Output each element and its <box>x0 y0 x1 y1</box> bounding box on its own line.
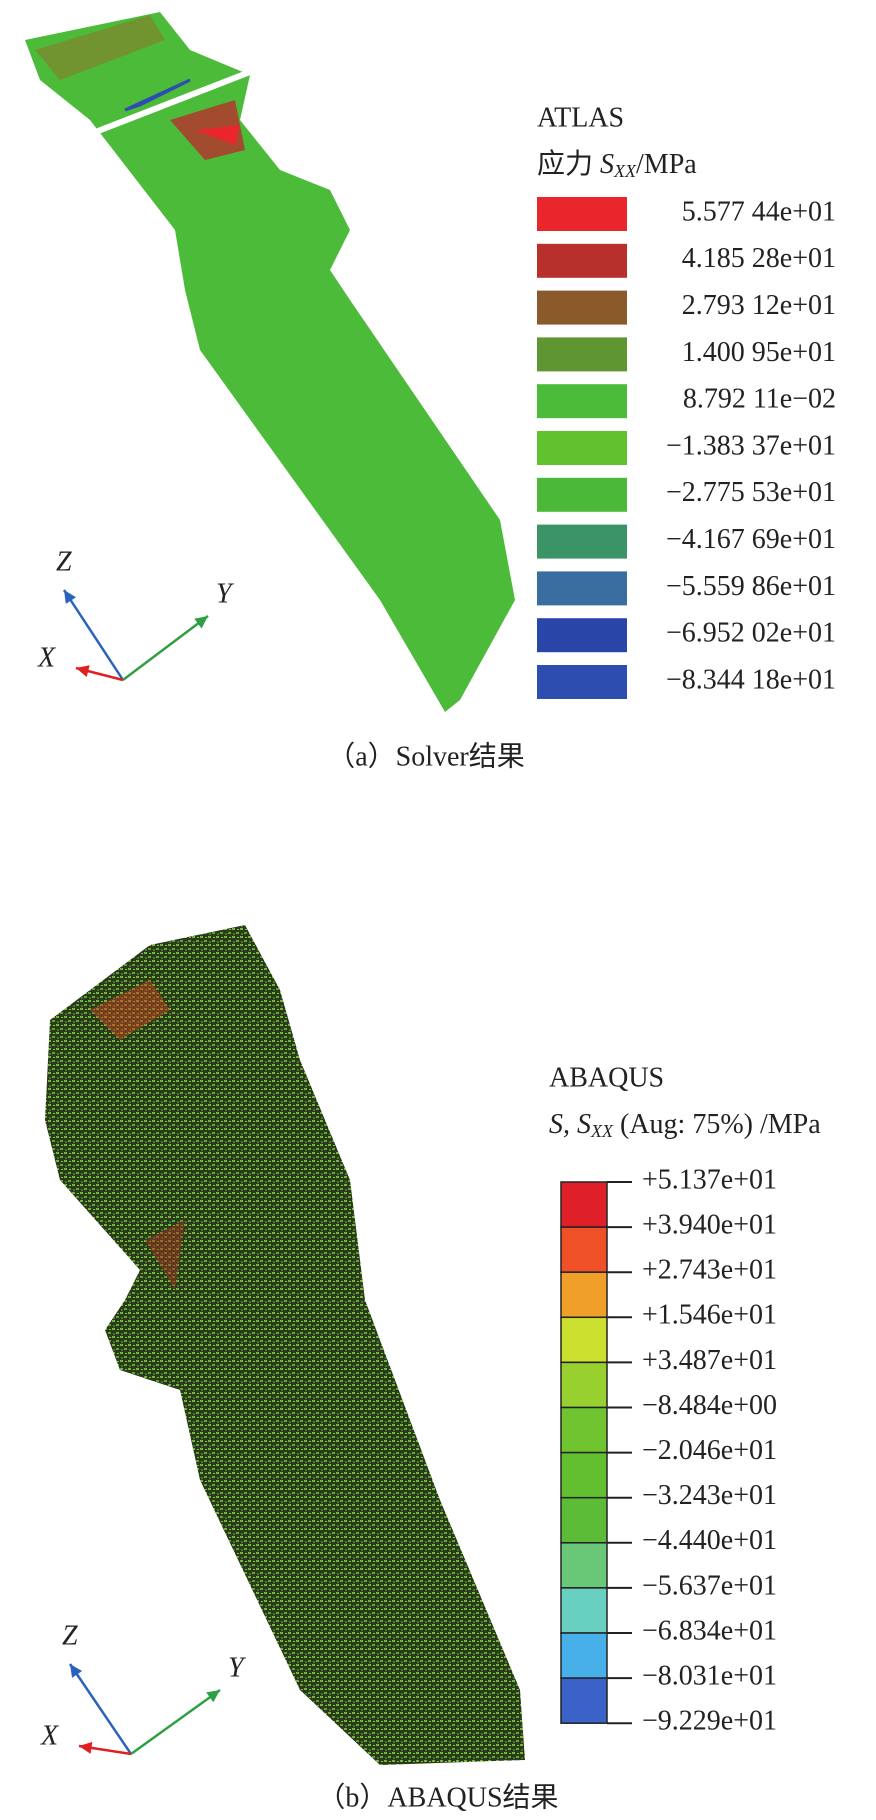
legend-swatch <box>537 384 627 419</box>
legend-swatch <box>537 665 627 699</box>
colorbar-label: +2.743e+01 <box>642 1255 777 1286</box>
colorbar-label: −8.484e+00 <box>642 1390 777 1421</box>
colorbar-segment <box>560 1632 608 1679</box>
colorbar-label: −2.046e+01 <box>642 1435 777 1466</box>
legend-swatch <box>537 524 627 559</box>
legend-quantity: 应力 SXX/MPa <box>537 148 697 181</box>
quantity-symbol: S <box>600 149 614 180</box>
colorbar-segment <box>560 1181 608 1228</box>
colorbar-label: +1.546e+01 <box>642 1300 777 1331</box>
legend-label: −1.383 37e+01 <box>666 430 836 461</box>
colorbar-label: +3.940e+01 <box>642 1210 777 1241</box>
colorbar-segment <box>560 1226 608 1273</box>
legend-label: −8.344 18e+01 <box>666 664 836 695</box>
legend-swatch <box>537 618 627 653</box>
legend-swatch <box>537 243 627 278</box>
quantity-unit: /MPa <box>636 149 697 180</box>
axis-label: Y <box>228 1652 247 1683</box>
arrow-head <box>64 590 77 604</box>
quantity-symbol: S <box>577 1109 591 1140</box>
caption: （a）Solver结果 <box>327 740 525 772</box>
colorbar-label: +5.137e+01 <box>642 1164 777 1195</box>
arrow-head <box>70 1664 83 1678</box>
axis-arrow <box>68 1663 133 1755</box>
legend-label: 1.400 95e+01 <box>682 337 836 368</box>
colorbar-label: −4.440e+01 <box>642 1525 777 1556</box>
colorbar-segment <box>560 1451 608 1499</box>
legend-quantity: S, SXX (Aug: 75%) /MPa <box>549 1109 821 1141</box>
quantity-unit: (Aug: 75%) /MPa <box>613 1109 821 1140</box>
legend-swatch <box>537 477 627 512</box>
colorbar-segment <box>560 1496 608 1544</box>
model-b <box>45 925 525 1765</box>
legend-label: 2.793 12e+01 <box>682 290 836 321</box>
colorbar-segment <box>560 1316 608 1364</box>
axis-label: Z <box>62 1620 78 1651</box>
axis-triad-b: Z Y X <box>40 1620 247 1756</box>
legend-label: 5.577 44e+01 <box>682 196 836 227</box>
legend-swatch <box>537 431 627 465</box>
legend-b: ABAQUS S, SXX (Aug: 75%) /MPa +5.137e+01 +3… <box>549 1062 821 1736</box>
legend-label: −2.775 53e+01 <box>666 477 836 508</box>
colorbar-segment <box>560 1587 608 1634</box>
axis-label: Z <box>56 546 72 577</box>
axis-arrow <box>122 615 209 681</box>
axis-label: Y <box>216 578 235 609</box>
legend-swatch <box>537 571 627 606</box>
quantity-prefix: S, <box>549 1109 577 1140</box>
colorbar-label: −3.243e+01 <box>642 1480 777 1511</box>
quantity-subscript: XX <box>613 161 637 181</box>
colorbar-label: −5.637e+01 <box>642 1570 777 1601</box>
arrow-head <box>206 1690 220 1703</box>
axis-triad-a: Z Y X <box>37 546 235 682</box>
axis-arrow <box>62 589 125 681</box>
legend-label: 4.185 28e+01 <box>682 243 836 274</box>
colorbar-segment <box>560 1361 608 1409</box>
colorbar-label: −6.834e+01 <box>642 1615 777 1646</box>
legend-swatch <box>537 290 627 325</box>
colorbar-label: −8.031e+01 <box>642 1661 777 1692</box>
legend-swatch <box>537 197 627 231</box>
axis-arrow <box>130 1688 221 1756</box>
legend-label: 8.792 11e−02 <box>683 384 836 415</box>
legend-label: −4.167 69e+01 <box>666 524 836 555</box>
colorbar-label: −9.229e+01 <box>642 1706 777 1737</box>
arrow-head <box>76 665 90 678</box>
legend-label: −6.952 02e+01 <box>666 618 836 649</box>
colorbar-label: +3.487e+01 <box>642 1345 777 1376</box>
quantity-prefix: 应力 <box>537 148 600 180</box>
quantity-subscript: XX <box>590 1121 614 1141</box>
legend-title: ATLAS <box>537 102 624 133</box>
axis-label: X <box>40 1720 59 1751</box>
axis-label: X <box>37 642 56 673</box>
legend-label: −5.559 86e+01 <box>666 571 836 602</box>
arrow-head <box>194 616 208 629</box>
legend-title: ABAQUS <box>549 1062 664 1093</box>
legend-swatch <box>537 337 627 372</box>
legend-a: ATLAS 应力 SXX/MPa 5.577 44e+01 4.185 28e+01 2… <box>537 102 836 699</box>
colorbar-segment <box>560 1542 608 1589</box>
arrow-head <box>79 1741 93 1754</box>
model-a <box>25 12 515 712</box>
colorbar-segment <box>560 1677 608 1724</box>
colorbar-segment <box>560 1406 608 1454</box>
caption: （b）ABAQUS结果 <box>317 1781 558 1813</box>
colorbar-segment <box>560 1271 608 1319</box>
